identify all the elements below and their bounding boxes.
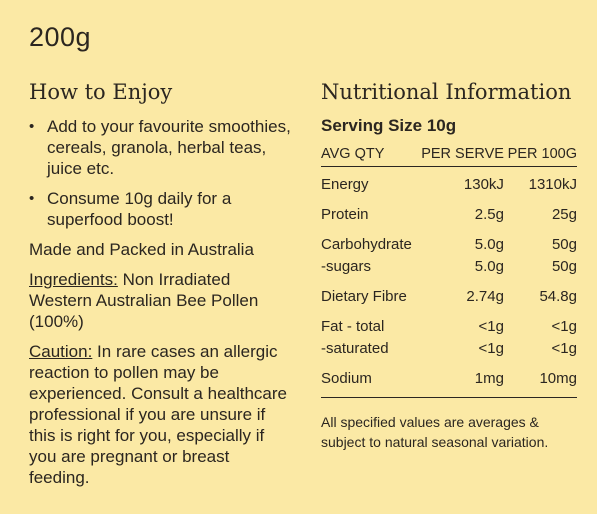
table-row: Dietary Fibre 2.74g 54.8g [321,281,577,311]
nutrition-footnote: All specified values are averages & subj… [321,414,549,450]
per-100g-value: 50g [551,258,577,275]
caution-text: In rare cases an allergic reaction to po… [29,342,287,487]
per-serve-value: <1g [478,340,504,357]
ingredients-label: Ingredients: [29,270,118,289]
per-100g-value: 54.8g [539,288,577,305]
how-to-enjoy-heading: How to Enjoy [29,80,173,104]
table-row: Protein 2.5g 25g [321,199,577,229]
product-weight: 200g [29,22,92,52]
per-100g-value: 50g [551,236,577,253]
nutrition-heading: Nutritional Information [321,80,572,104]
column-header-per-100g: PER 100G [503,144,577,167]
per-100g-value: <1g [551,318,577,335]
per-100g-value: 25g [551,206,577,223]
per-serve-value: 5.0g [474,236,504,253]
nutrient-name: Energy [321,176,369,193]
table-row: Fat - total <1g <1g [321,311,577,338]
per-serve-value: 2.5g [474,206,504,223]
nutrient-name: Carbohydrate [321,236,412,253]
list-item: • Consume 10g daily for a superfood boost… [29,188,291,230]
table-row: Sodium 1mg 10mg [321,363,577,398]
per-serve-value: 130kJ [463,176,504,193]
how-to-enjoy-section: How to Enjoy • Add to your favourite smoo… [29,80,291,497]
per-100g-value: 10mg [503,363,577,398]
per-serve-value: 2.74g [466,288,504,305]
ingredients-paragraph: Ingredients: Non Irradiated Western Aust… [29,269,291,332]
nutrient-name: -sugars [321,258,372,275]
caution-paragraph: Caution: In rare cases an allergic react… [29,341,291,488]
table-row: Carbohydrate 5.0g 50g [321,229,577,256]
nutrition-section: Nutritional Information Serving Size 10g… [321,80,577,452]
per-100g-value: <1g [551,340,577,357]
caution-label: Caution: [29,342,93,361]
nutrient-name: -saturated [321,340,389,357]
usage-list: • Add to your favourite smoothies, cereal… [29,116,291,230]
table-header-row: AVG QTY PER SERVE PER 100G [321,144,577,167]
per-serve-value: 1mg [416,363,504,398]
usage-text: Consume 10g daily for a superfood boost! [47,189,232,229]
serving-size: Serving Size 10g [321,116,457,135]
nutrition-table: AVG QTY PER SERVE PER 100G Energy 130kJ … [321,144,577,398]
table-row: -sugars 5.0g 50g [321,256,577,281]
nutrient-name: Dietary Fibre [321,288,407,305]
per-serve-value: 5.0g [474,258,504,275]
ingredients-text: Non Irradiated Western Australian Bee Po… [29,270,259,331]
per-serve-value: <1g [478,318,504,335]
nutrient-name: Fat - total [321,318,385,335]
bullet-icon: • [29,118,35,135]
column-header-per-serve: PER SERVE [416,144,504,167]
list-item: • Add to your favourite smoothies, cereal… [29,116,291,179]
bullet-icon: • [29,190,35,207]
origin-text: Made and Packed in Australia [29,240,254,259]
column-header-avg-qty: AVG QTY [321,144,417,167]
per-100g-value: 1310kJ [528,176,577,193]
nutrient-name: Sodium [321,363,417,398]
table-row: -saturated <1g <1g [321,338,577,363]
nutrient-name: Protein [321,206,369,223]
usage-text: Add to your favourite smoothies, cereals… [47,117,291,178]
table-row: Energy 130kJ 1310kJ [321,167,577,200]
